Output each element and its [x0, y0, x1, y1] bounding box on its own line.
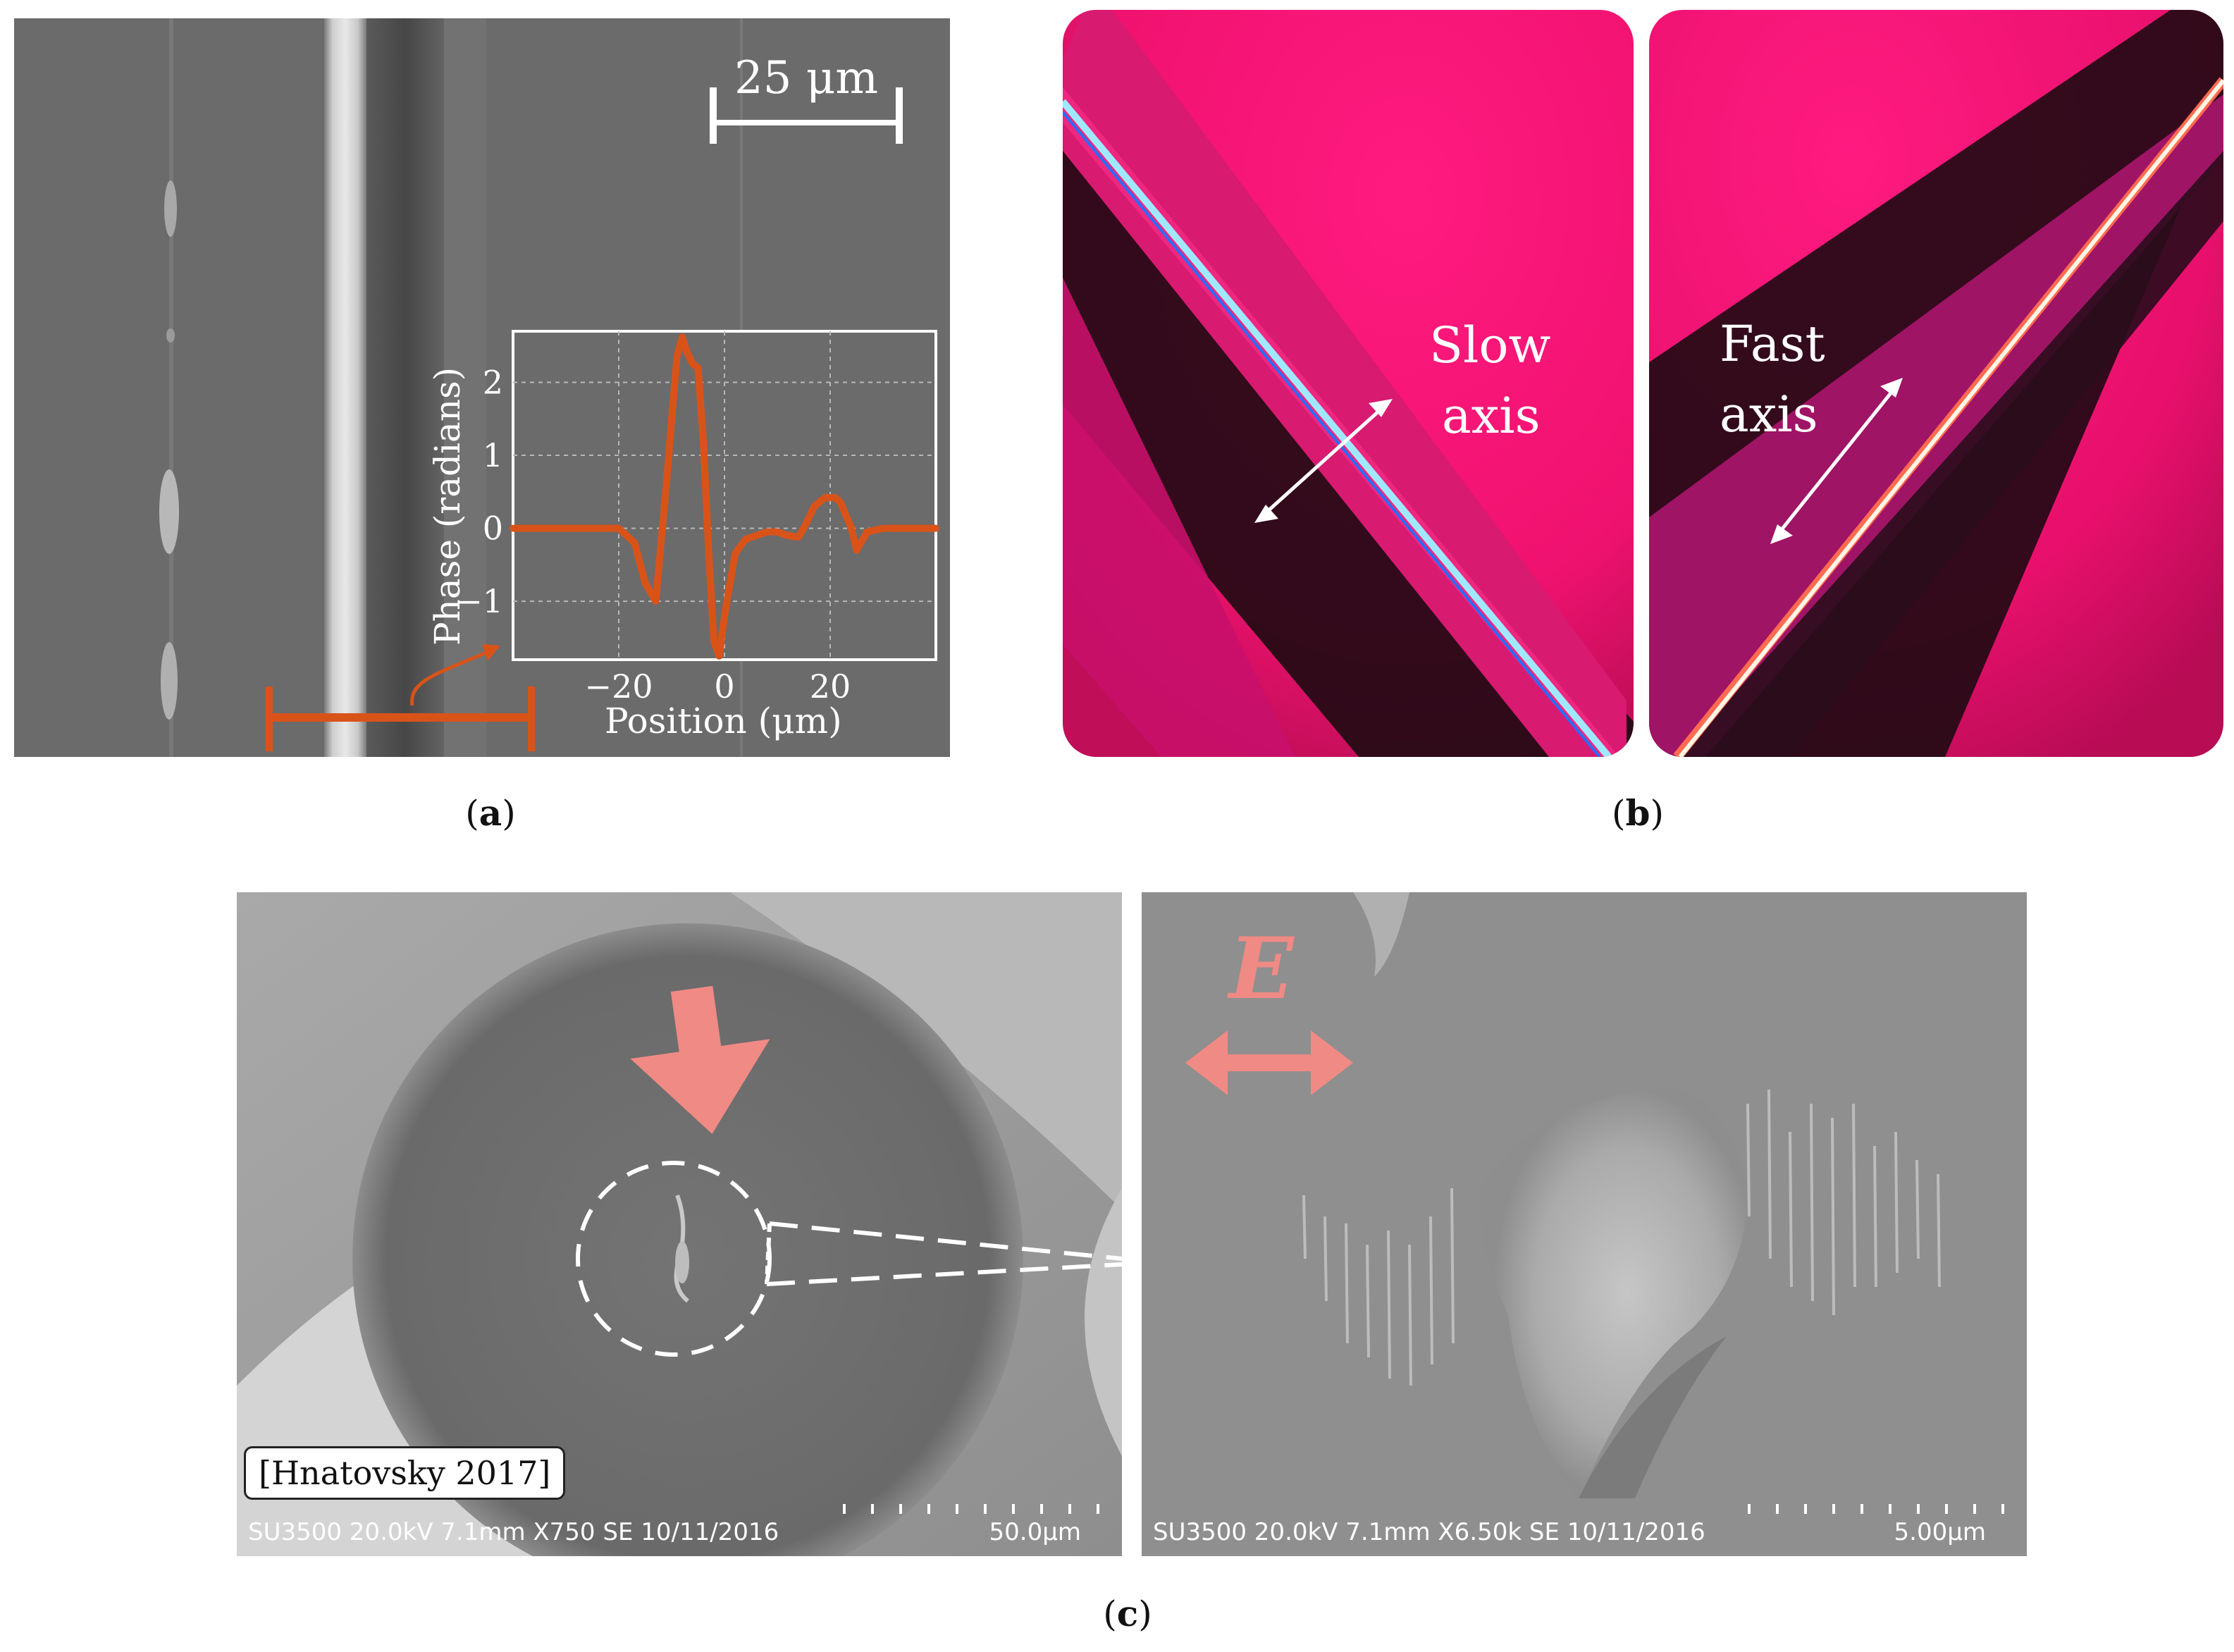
damage-region: [1480, 1087, 1748, 1498]
panel-c-left-sem-image: [Hnatovsky 2017] SU3500 20.0kV 7.1mm X75…: [237, 892, 1122, 1556]
chart-x-tick-label: 20: [810, 667, 851, 705]
panel-b-left-image: Slow axis: [1063, 10, 1634, 757]
chart-x-tick-label: −20: [584, 667, 653, 705]
panel-b-right-image: Fast axis: [1649, 10, 2223, 757]
sem-scale-ticks: [843, 1504, 1099, 1514]
panel-c-right-svg: E: [1142, 892, 2027, 1556]
scale-bar-label: 25 μm: [734, 52, 878, 104]
nanograting-streaks: [1302, 1089, 1941, 1386]
chart-x-axis-label: Position (μm): [605, 701, 842, 741]
chart-y-tick-label: −1: [455, 582, 503, 620]
citation-label: [Hnatovsky 2017]: [244, 1446, 566, 1500]
scale-bar: 25 μm: [710, 52, 903, 144]
chart-series: [510, 333, 939, 660]
chart-y-tick-label: 2: [483, 363, 503, 401]
chart-series-line: [510, 333, 939, 660]
fiber-edge-highlight: [1678, 79, 2223, 757]
target-arrow: [630, 985, 770, 1134]
fiber-end-face: [352, 923, 1023, 1556]
fast-axis-label-line1: Fast: [1720, 315, 1825, 373]
slow-axis-arrow: [1254, 399, 1393, 523]
defect-spot: [166, 328, 175, 343]
caption-c: (c): [1103, 1593, 1152, 1634]
chart-ticks: −20 0 20 −1 0 1 2: [455, 363, 851, 705]
panel-b-left-svg: Slow axis: [1063, 10, 1634, 757]
panel-a-microscope-image: 25 μm −20 0 20 −1 0 1 2 Position (μm) Phase (r…: [14, 18, 950, 757]
panel-a-svg: 25 μm −20 0 20 −1 0 1 2 Position (μm) Phase (r…: [14, 18, 950, 757]
caption-b: (b): [1612, 792, 1664, 834]
fast-axis-arrow: [1770, 378, 1903, 544]
fast-axis-label-line2: axis: [1720, 386, 1818, 443]
chart-y-axis-label: Phase (radians): [427, 367, 468, 646]
slow-axis-label-line1: Slow: [1429, 316, 1550, 374]
chart-y-tick-label: 1: [483, 436, 503, 474]
chart-x-tick-label: 0: [714, 667, 734, 705]
panel-c-right-sem-image: E SU3500 20.0kV 7.1mm X6.50k SE 10/11/20…: [1142, 892, 2027, 1556]
defect-spot: [159, 469, 179, 554]
defect-spot: [161, 642, 178, 720]
chart-y-tick-label: 0: [483, 510, 503, 548]
electric-field-label: E: [1227, 919, 1295, 1018]
sem-footer-left: SU3500 20.0kV 7.1mm X750 SE 10/11/2016: [248, 1518, 779, 1546]
written-waveguide-line: [324, 18, 366, 757]
sem-scale-right: 5.00μm: [1894, 1518, 1986, 1546]
sem-footer-right: SU3500 20.0kV 7.1mm X6.50k SE 10/11/2016: [1153, 1518, 1705, 1546]
fiber-edge-highlight: [1063, 99, 1612, 757]
sem-scale-ticks: [1748, 1504, 2004, 1514]
panel-b-right-svg: Fast axis: [1649, 10, 2223, 757]
cross-section-marker: [266, 644, 535, 751]
caption-a: (a): [465, 792, 516, 834]
sem-scale-left: 50.0μm: [989, 1518, 1081, 1546]
slow-axis-label-line2: axis: [1442, 387, 1541, 445]
electric-field-arrow: [1185, 1030, 1353, 1095]
phase-profile-chart: −20 0 20 −1 0 1 2 Position (μm) Phase (radians…: [427, 330, 939, 741]
panel-c-left-svg: [237, 892, 1122, 1556]
defect-spot: [164, 180, 177, 237]
